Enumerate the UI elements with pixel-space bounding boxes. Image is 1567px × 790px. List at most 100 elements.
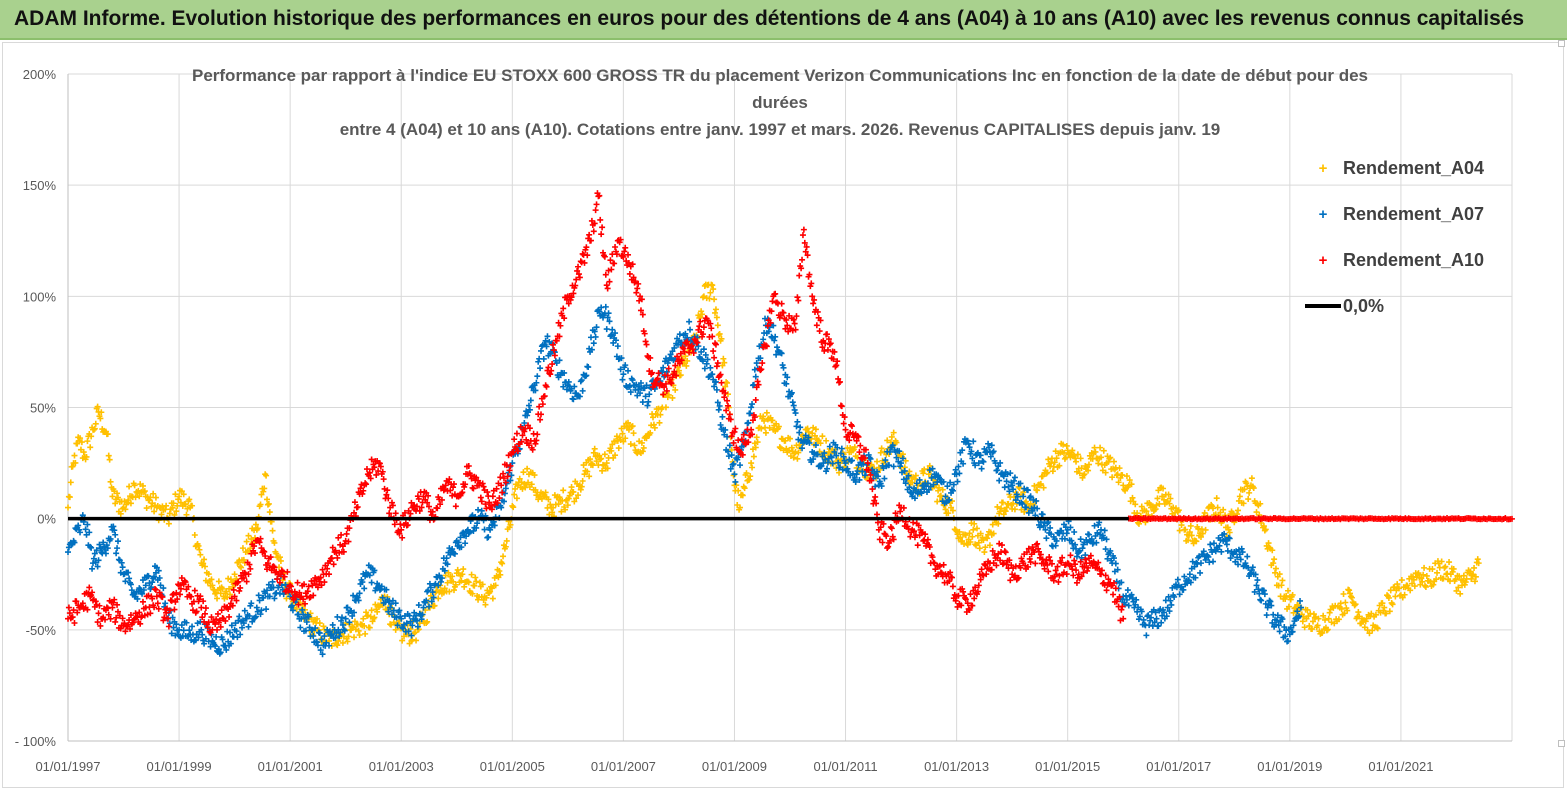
- data-point-marker: [114, 608, 121, 615]
- chart-resize-handle-top-right[interactable]: [1558, 40, 1565, 47]
- data-point-marker: [897, 508, 904, 515]
- data-point-marker: [1119, 472, 1126, 479]
- data-point-marker: [676, 331, 683, 338]
- data-point-marker: [1033, 497, 1040, 504]
- chart-resize-handle-bottom-right[interactable]: [1558, 740, 1565, 747]
- data-point-marker: [481, 526, 488, 533]
- legend-item-zero[interactable]: 0,0%: [1305, 283, 1505, 329]
- data-point-marker: [475, 506, 482, 513]
- data-point-marker: [240, 556, 247, 563]
- data-point-marker: [423, 597, 430, 604]
- data-point-marker: [429, 508, 436, 515]
- data-point-marker: [1265, 540, 1272, 547]
- data-point-marker: [1063, 530, 1070, 537]
- data-point-marker: [368, 456, 375, 463]
- data-point-marker: [1290, 609, 1297, 616]
- series-rendement_a10-flat: [1125, 515, 1515, 523]
- data-point-marker: [861, 455, 868, 462]
- data-point-marker: [496, 568, 503, 575]
- data-point-marker: [824, 459, 831, 466]
- data-point-marker: [152, 586, 159, 593]
- data-point-marker: [800, 226, 807, 233]
- data-point-marker: [881, 475, 888, 482]
- data-point-marker: [778, 350, 785, 357]
- data-point-marker: [1197, 560, 1204, 567]
- data-point-marker: [608, 447, 615, 454]
- chart-area[interactable]: [2, 42, 1564, 788]
- data-point-marker: [816, 328, 823, 335]
- data-point-marker: [772, 333, 779, 340]
- data-point-marker: [572, 282, 579, 289]
- data-point-marker: [125, 569, 132, 576]
- data-point-marker: [486, 499, 493, 506]
- data-point-marker: [1134, 510, 1141, 517]
- data-point-marker: [256, 539, 263, 546]
- data-point-marker: [71, 539, 78, 546]
- legend-item-a10[interactable]: + Rendement_A10: [1305, 237, 1505, 283]
- data-point-marker: [962, 596, 969, 603]
- data-point-marker: [986, 542, 993, 549]
- data-point-marker: [999, 499, 1006, 506]
- data-point-marker: [148, 503, 155, 510]
- data-point-marker: [319, 651, 326, 658]
- data-point-marker: [1041, 565, 1048, 572]
- data-point-marker: [719, 413, 726, 420]
- data-point-marker: [1003, 478, 1010, 485]
- data-point-marker: [1073, 567, 1080, 574]
- data-point-marker: [796, 429, 803, 436]
- data-point-marker: [1039, 511, 1046, 518]
- legend-item-a04[interactable]: + Rendement_A04: [1305, 145, 1505, 191]
- data-point-marker: [317, 574, 324, 581]
- data-point-marker: [338, 531, 345, 538]
- data-point-marker: [549, 509, 556, 516]
- data-point-marker: [119, 615, 126, 622]
- chart-legend[interactable]: + Rendement_A04 + Rendement_A07 + Rendem…: [1305, 145, 1505, 329]
- data-point-marker: [260, 547, 267, 554]
- data-point-marker: [1301, 624, 1308, 631]
- data-point-marker: [1048, 560, 1055, 567]
- data-point-marker: [182, 579, 189, 586]
- data-point-marker: [1040, 522, 1047, 529]
- data-point-marker: [976, 545, 983, 552]
- data-point-marker: [964, 600, 971, 607]
- data-point-marker: [1100, 447, 1107, 454]
- data-point-marker: [183, 619, 190, 626]
- data-point-marker: [561, 369, 568, 376]
- data-point-marker: [883, 533, 890, 540]
- data-point-marker: [251, 614, 258, 621]
- legend-label-zero: 0,0%: [1343, 295, 1385, 316]
- data-point-marker: [587, 456, 594, 463]
- data-point-marker: [1118, 606, 1125, 613]
- data-point-marker: [519, 432, 526, 439]
- x-tick-label: 01/01/2019: [1257, 759, 1322, 774]
- data-point-marker: [1213, 495, 1220, 502]
- data-point-marker: [583, 244, 590, 251]
- data-point-marker: [112, 500, 119, 507]
- data-point-marker: [243, 538, 250, 545]
- data-point-marker: [1442, 563, 1449, 570]
- data-point-marker: [411, 609, 418, 616]
- data-point-marker: [549, 361, 556, 368]
- data-point-marker: [862, 446, 869, 453]
- data-point-marker: [1147, 617, 1154, 624]
- data-point-marker: [1224, 547, 1231, 554]
- data-point-marker: [664, 360, 671, 367]
- data-point-marker: [252, 521, 259, 528]
- data-point-marker: [1081, 563, 1088, 570]
- data-point-marker: [200, 560, 207, 567]
- data-point-marker: [301, 581, 308, 588]
- data-point-marker: [454, 566, 461, 573]
- data-point-marker: [1071, 528, 1078, 535]
- data-point-marker: [245, 532, 252, 539]
- data-point-marker: [281, 573, 288, 580]
- data-point-marker: [897, 463, 904, 470]
- data-point-marker: [75, 522, 82, 529]
- data-point-marker: [95, 610, 102, 617]
- data-point-marker: [266, 509, 273, 516]
- legend-item-a07[interactable]: + Rendement_A07: [1305, 191, 1505, 237]
- data-point-marker: [148, 584, 155, 591]
- data-point-marker: [1411, 583, 1418, 590]
- data-point-marker: [1260, 587, 1267, 594]
- data-point-marker: [374, 608, 381, 615]
- data-point-marker: [1210, 558, 1217, 565]
